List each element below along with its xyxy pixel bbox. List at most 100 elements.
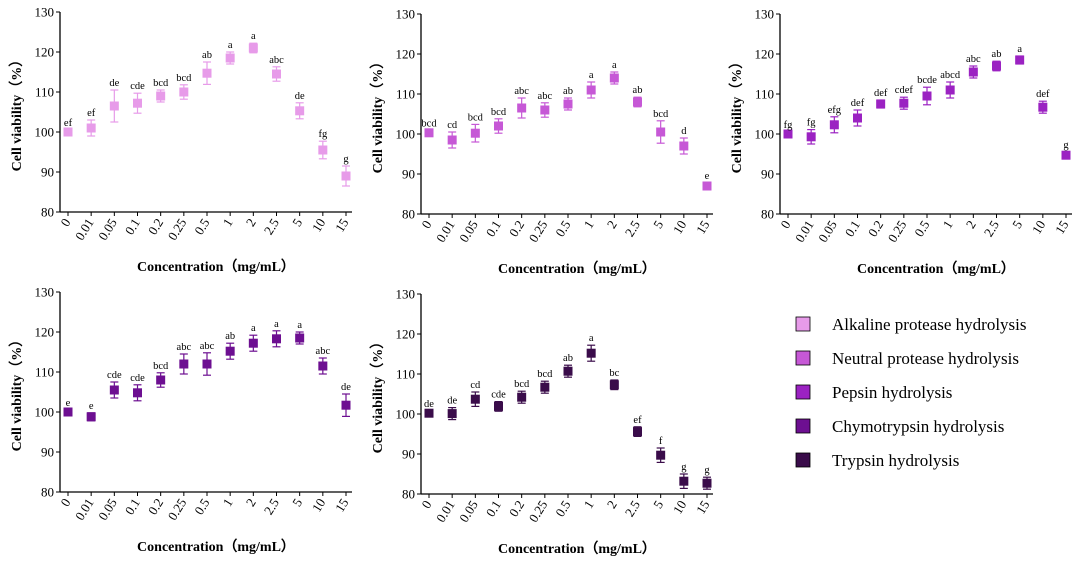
legend-label: Alkaline protease hydrolysis (832, 315, 1027, 334)
data-point: abc (316, 346, 331, 375)
x-tick-label: 15 (693, 218, 713, 237)
x-axis-label: Concentration（mg/mL） (498, 541, 656, 557)
data-marker (295, 106, 305, 116)
data-point: bcde (917, 75, 937, 106)
data-marker (1061, 150, 1071, 160)
significance-label: ab (633, 85, 643, 96)
data-marker (633, 97, 642, 107)
x-tick-label: 5 (650, 498, 666, 511)
x-tick-label: 10 (309, 496, 329, 515)
data-marker (609, 73, 619, 83)
significance-label: de (109, 78, 119, 89)
significance-label: efg (828, 105, 842, 116)
data-point: def (1036, 89, 1050, 114)
data-point: fg (783, 120, 793, 139)
data-point: a (586, 70, 596, 99)
x-tick-label: 0.05 (815, 218, 840, 245)
y-tick-label: 120 (396, 327, 416, 342)
significance-label: de (295, 91, 305, 102)
data-point: a (295, 320, 305, 345)
y-tick-label: 100 (396, 407, 416, 422)
data-marker (447, 135, 457, 145)
y-tick-label: 90 (402, 447, 415, 462)
data-point: ef (86, 108, 96, 137)
data-marker (702, 181, 712, 191)
data-marker (517, 392, 527, 402)
data-point: ef (633, 415, 642, 437)
data-marker (992, 61, 1001, 71)
x-tick-label: 2 (243, 216, 259, 229)
data-point: abc (269, 55, 284, 82)
y-tick-label: 90 (41, 165, 54, 180)
significance-label: cde (491, 390, 506, 401)
significance-label: def (1036, 89, 1050, 100)
significance-label: g (343, 154, 349, 165)
data-point: ab (992, 49, 1001, 72)
x-tick-label: 0.25 (165, 216, 190, 243)
significance-label: a (228, 40, 233, 51)
x-tick-label: 0.2 (865, 218, 886, 240)
significance-label: cde (130, 373, 145, 384)
significance-label: bcd (421, 118, 437, 129)
data-marker (586, 348, 596, 358)
data-point: ef (63, 118, 73, 137)
significance-label: bcd (491, 107, 507, 118)
data-point: g (702, 465, 712, 490)
significance-label: g (704, 465, 710, 476)
data-marker (517, 103, 527, 113)
data-point: bcd (491, 107, 507, 134)
data-marker (656, 127, 666, 137)
x-tick-label: 0.05 (456, 218, 481, 245)
data-point: d (679, 126, 689, 155)
x-tick-label: 2 (963, 218, 979, 231)
data-marker (109, 101, 119, 111)
data-point: cde (491, 390, 506, 412)
legend-swatch (795, 418, 811, 434)
significance-label: ab (225, 331, 235, 342)
data-marker (202, 68, 212, 78)
y-tick-label: 110 (396, 367, 415, 382)
data-marker (86, 123, 96, 133)
x-tick-label: 0 (57, 496, 73, 509)
x-tick-label: 0.01 (433, 498, 458, 525)
data-marker (202, 359, 212, 369)
data-marker (922, 91, 932, 101)
x-tick-label: 5 (650, 218, 666, 231)
x-tick-label: 10 (309, 216, 329, 235)
significance-label: abc (316, 346, 331, 357)
significance-label: bcd (653, 109, 669, 120)
x-tick-label: 1 (581, 498, 597, 511)
data-marker (1015, 55, 1025, 65)
significance-label: abc (966, 54, 981, 65)
data-point: ab (563, 86, 573, 111)
data-point: bc (609, 368, 620, 391)
significance-label: abc (514, 86, 529, 97)
significance-label: def (851, 98, 865, 109)
data-marker (540, 382, 550, 392)
x-tick-label: 0 (418, 498, 434, 511)
data-point: de (109, 78, 120, 123)
y-tick-label: 90 (402, 167, 415, 182)
legend-item: Alkaline protease hydrolysis (795, 315, 1027, 334)
data-point: ab (202, 50, 212, 86)
y-tick-label: 80 (41, 205, 54, 220)
x-tick-label: 2.5 (261, 496, 282, 518)
x-tick-label: 1 (220, 216, 236, 229)
significance-label: e (89, 401, 94, 412)
data-marker (586, 85, 596, 95)
x-tick-label: 0.01 (72, 496, 97, 523)
x-tick-label: 0.25 (885, 218, 910, 245)
significance-label: bcd (537, 369, 553, 380)
data-marker (156, 375, 166, 385)
data-marker (702, 478, 712, 488)
data-point: abc (514, 86, 529, 119)
data-point: f (656, 436, 666, 463)
data-point: cd (470, 380, 481, 407)
x-tick-label: 0.1 (122, 496, 143, 518)
significance-label: a (612, 60, 617, 71)
x-tick-label: 0.01 (433, 218, 458, 245)
y-tick-label: 130 (35, 285, 55, 300)
